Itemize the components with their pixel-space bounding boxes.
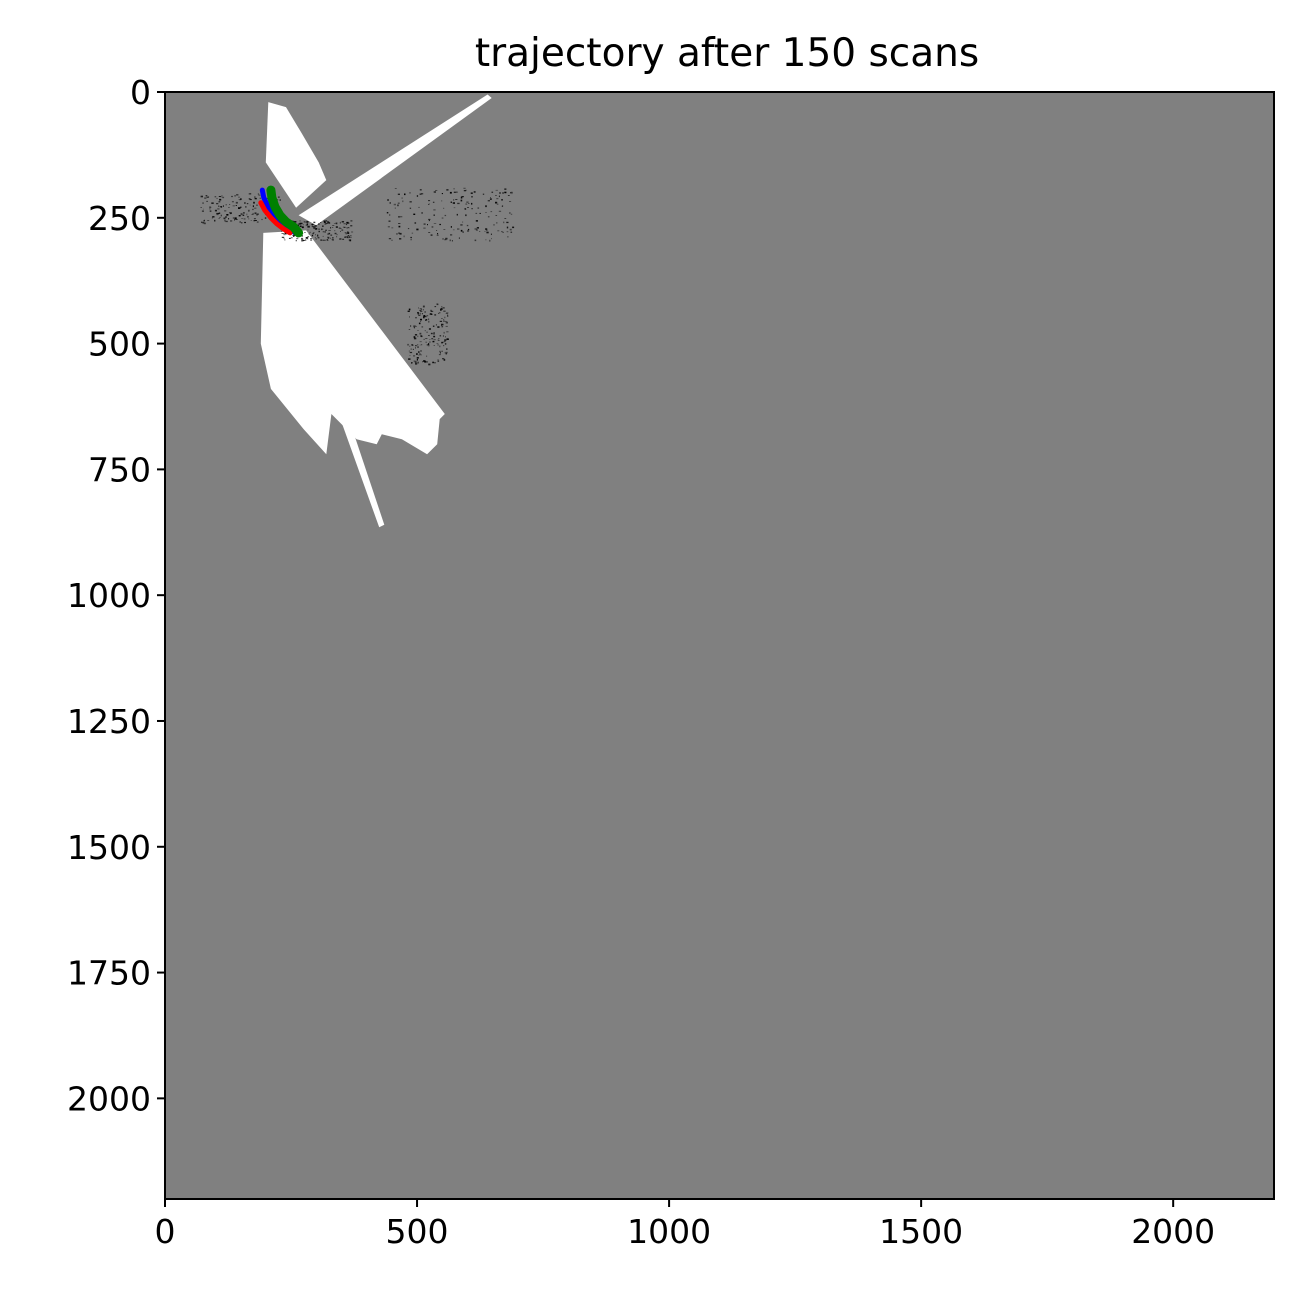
chart-title: trajectory after 150 scans bbox=[475, 31, 979, 76]
free-space-region-0 bbox=[265, 102, 327, 208]
y-tick-label-750: 750 bbox=[88, 450, 151, 489]
y-tick-label-250: 250 bbox=[88, 199, 151, 238]
x-axis: 0 500 1000 1500 2000 bbox=[155, 1199, 1215, 1251]
y-tick-label-1000: 1000 bbox=[67, 576, 151, 615]
free-space-region-2 bbox=[260, 230, 445, 455]
y-axis: 0 250 500 750 1000 1250 1500 1750 2000 bbox=[67, 73, 165, 1118]
x-tick-label-1500: 1500 bbox=[879, 1212, 963, 1251]
map-layer bbox=[200, 94, 515, 528]
plot-frame bbox=[164, 91, 1275, 1200]
y-tick-label-500: 500 bbox=[88, 325, 151, 364]
occupied-cluster-2 bbox=[386, 187, 515, 242]
y-tick-label-2000: 2000 bbox=[67, 1079, 151, 1118]
trajectory-red bbox=[258, 200, 293, 236]
y-tick-label-1250: 1250 bbox=[67, 702, 151, 741]
y-tick-label-0: 0 bbox=[130, 73, 151, 112]
y-tick-label-1750: 1750 bbox=[67, 954, 151, 993]
x-tick-label-1000: 1000 bbox=[627, 1212, 711, 1251]
x-tick-label-0: 0 bbox=[155, 1212, 176, 1251]
x-tick-label-500: 500 bbox=[386, 1212, 449, 1251]
occupied-cluster-3 bbox=[407, 303, 449, 366]
map-background bbox=[165, 92, 1274, 1199]
y-tick-label-1500: 1500 bbox=[67, 828, 151, 867]
x-tick-label-2000: 2000 bbox=[1131, 1212, 1215, 1251]
free-space-region-3 bbox=[331, 388, 385, 528]
trajectory-green bbox=[266, 185, 304, 238]
free-space-region-1 bbox=[298, 94, 492, 226]
